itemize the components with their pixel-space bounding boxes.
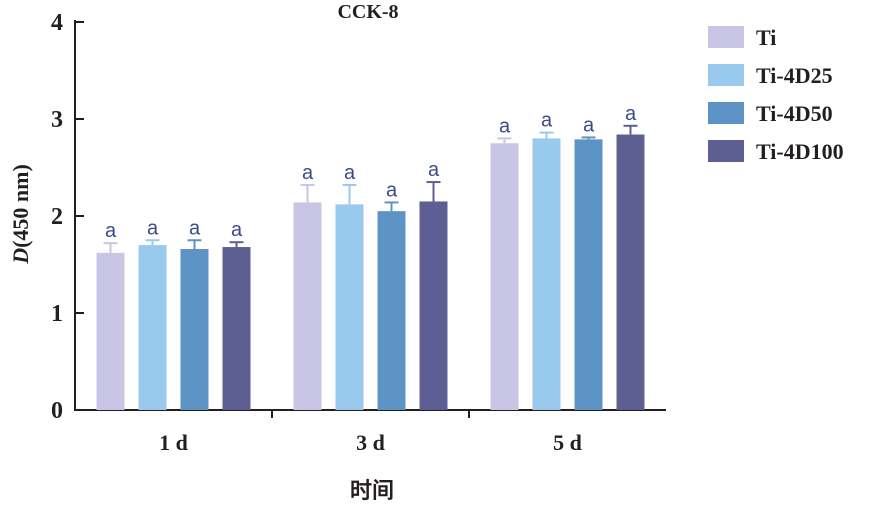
- x-category-label: 1 d: [159, 430, 188, 455]
- y-tick-label: 3: [51, 107, 63, 133]
- significance-label: a: [386, 179, 398, 201]
- bar: [180, 248, 209, 410]
- legend-swatch: [708, 140, 744, 162]
- significance-label: a: [541, 110, 553, 132]
- legend-label: Ti-4D50: [756, 101, 833, 126]
- bar: [616, 134, 645, 410]
- significance-label: a: [147, 217, 159, 239]
- bar: [335, 204, 364, 410]
- bar: [377, 211, 406, 410]
- y-axis-label: D(450 nm): [8, 164, 33, 265]
- y-axis-label-italic: D: [8, 248, 33, 265]
- bar: [138, 245, 167, 410]
- x-category-label: 3 d: [356, 430, 385, 455]
- significance-label: a: [302, 162, 314, 184]
- chart-title: CCK-8: [337, 1, 398, 23]
- legend: Ti Ti-4D25 Ti-4D50 Ti-4D100: [708, 25, 844, 164]
- legend-label: Ti: [756, 25, 776, 50]
- y-tick-label: 2: [51, 204, 63, 230]
- legend-swatch: [708, 64, 744, 86]
- legend-swatch: [708, 102, 744, 124]
- x-axis-label: 时间: [350, 479, 394, 504]
- significance-label: a: [583, 114, 595, 136]
- significance-label: a: [105, 220, 117, 242]
- bar: [532, 138, 561, 410]
- significance-label: a: [344, 162, 356, 184]
- legend-swatch: [708, 26, 744, 48]
- bar: [293, 202, 322, 410]
- y-axis-label-rest: (450 nm): [8, 164, 33, 248]
- bar: [574, 139, 603, 410]
- significance-label: a: [625, 103, 637, 125]
- plot-area: 0 1 2 3 4 1 d a a a a 3 d a a a a 5 d a a a a: [51, 10, 666, 455]
- significance-label: a: [231, 219, 243, 241]
- y-tick-label: 4: [51, 10, 63, 36]
- bar: [490, 143, 519, 410]
- significance-label: a: [499, 115, 511, 137]
- significance-label: a: [189, 217, 201, 239]
- x-category-label: 5 d: [553, 430, 582, 455]
- bar: [222, 247, 251, 410]
- y-tick-label: 0: [51, 398, 63, 424]
- y-tick-label: 1: [51, 301, 63, 327]
- bar: [96, 252, 125, 410]
- legend-label: Ti-4D100: [756, 139, 844, 164]
- significance-label: a: [428, 159, 440, 181]
- legend-label: Ti-4D25: [756, 63, 833, 88]
- bar: [419, 201, 448, 410]
